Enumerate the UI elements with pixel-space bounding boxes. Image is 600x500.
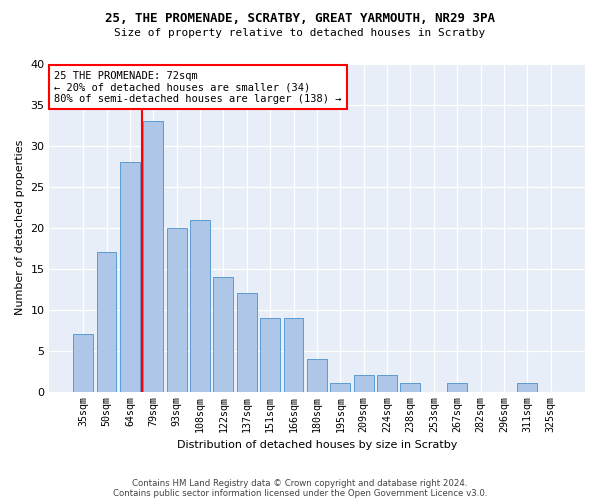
Bar [120,162,140,392]
Text: Size of property relative to detached houses in Scratby: Size of property relative to detached ho… [115,28,485,38]
Bar [447,384,467,392]
Bar [190,220,210,392]
Bar [73,334,93,392]
Bar [97,252,116,392]
Text: Contains public sector information licensed under the Open Government Licence v3: Contains public sector information licen… [113,488,487,498]
Bar [284,318,304,392]
Bar [237,293,257,392]
Bar [331,384,350,392]
Bar [307,359,327,392]
Bar [260,318,280,392]
Y-axis label: Number of detached properties: Number of detached properties [15,140,25,316]
Bar [400,384,421,392]
Bar [214,277,233,392]
Bar [354,375,374,392]
Bar [377,375,397,392]
Text: 25, THE PROMENADE, SCRATBY, GREAT YARMOUTH, NR29 3PA: 25, THE PROMENADE, SCRATBY, GREAT YARMOU… [105,12,495,26]
Bar [167,228,187,392]
Bar [517,384,537,392]
Bar [143,122,163,392]
Text: 25 THE PROMENADE: 72sqm
← 20% of detached houses are smaller (34)
80% of semi-de: 25 THE PROMENADE: 72sqm ← 20% of detache… [54,70,342,104]
Text: Contains HM Land Registry data © Crown copyright and database right 2024.: Contains HM Land Registry data © Crown c… [132,478,468,488]
X-axis label: Distribution of detached houses by size in Scratby: Distribution of detached houses by size … [177,440,457,450]
